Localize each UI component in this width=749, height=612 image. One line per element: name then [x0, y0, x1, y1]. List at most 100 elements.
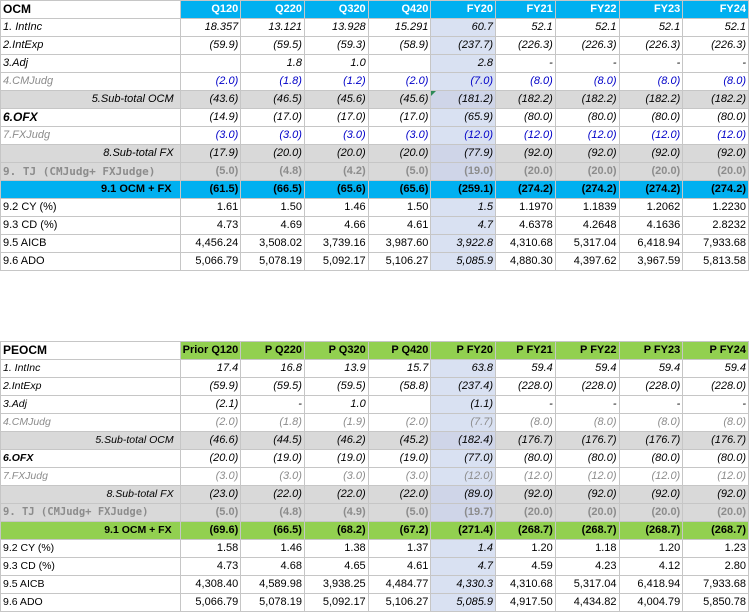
- row-label-cell[interactable]: 9.5 AICB: [0, 234, 181, 253]
- data-cell[interactable]: (17.0): [303, 108, 369, 127]
- data-cell[interactable]: (66.5): [240, 180, 305, 199]
- data-cell[interactable]: 52.1: [554, 18, 620, 37]
- data-cell[interactable]: (19.0): [367, 449, 432, 468]
- data-cell[interactable]: 4.59: [495, 557, 556, 576]
- data-cell[interactable]: (3.0): [367, 467, 432, 486]
- data-cell[interactable]: 5,106.27: [367, 593, 432, 612]
- data-cell[interactable]: (274.2): [495, 180, 556, 199]
- data-cell[interactable]: 3,938.25: [303, 575, 369, 594]
- data-cell[interactable]: (228.0): [682, 377, 749, 396]
- data-cell[interactable]: 1.38: [303, 539, 369, 558]
- data-cell[interactable]: 4.68: [240, 557, 305, 576]
- data-cell[interactable]: (2.0): [367, 72, 432, 91]
- data-cell[interactable]: 1.0: [303, 54, 369, 73]
- data-cell[interactable]: 1.61: [179, 198, 242, 217]
- data-cell[interactable]: (44.5): [240, 431, 305, 450]
- data-cell[interactable]: 4,917.50: [495, 593, 556, 612]
- data-cell[interactable]: 4,004.79: [618, 593, 684, 612]
- data-cell[interactable]: (89.0): [430, 485, 497, 504]
- data-cell[interactable]: (66.5): [240, 521, 305, 540]
- data-cell[interactable]: (17.0): [240, 108, 305, 127]
- row-label-cell[interactable]: 9.5 AICB: [0, 575, 181, 594]
- data-cell[interactable]: 1.37: [367, 539, 432, 558]
- row-label-cell[interactable]: 7.FXJudg: [0, 126, 181, 145]
- data-cell[interactable]: (2.1): [179, 395, 242, 414]
- data-cell[interactable]: (20.0): [495, 162, 556, 181]
- data-cell[interactable]: (226.3): [554, 36, 620, 55]
- data-cell[interactable]: 1.2062: [618, 198, 684, 217]
- row-label-cell[interactable]: 5.Sub-total OCM: [0, 90, 181, 109]
- data-cell[interactable]: (1.2): [303, 72, 369, 91]
- data-cell[interactable]: 1.18: [554, 539, 620, 558]
- data-cell[interactable]: 18.357: [179, 18, 242, 37]
- data-cell[interactable]: (7.7): [430, 413, 497, 432]
- data-cell[interactable]: (45.2): [367, 431, 432, 450]
- data-cell[interactable]: (2.0): [367, 413, 432, 432]
- row-label-cell[interactable]: 9. TJ (CMJudg+ FXJudge): [0, 503, 181, 522]
- data-cell[interactable]: (65.6): [303, 180, 369, 199]
- row-label-cell[interactable]: 3.Adj: [0, 395, 181, 414]
- data-cell[interactable]: (8.0): [618, 413, 684, 432]
- data-cell[interactable]: -: [495, 395, 556, 414]
- row-label-cell[interactable]: 6.OFX: [0, 108, 181, 127]
- data-cell[interactable]: 4.23: [554, 557, 620, 576]
- data-cell[interactable]: (8.0): [554, 413, 620, 432]
- column-header[interactable]: Prior Q120: [179, 341, 242, 360]
- data-cell[interactable]: -: [682, 54, 749, 73]
- data-cell[interactable]: (8.0): [682, 72, 749, 91]
- data-cell[interactable]: 6,418.94: [618, 575, 684, 594]
- data-cell[interactable]: 1.23: [682, 539, 749, 558]
- data-cell[interactable]: (237.4): [430, 377, 497, 396]
- data-cell[interactable]: 4,434.82: [554, 593, 620, 612]
- data-cell[interactable]: (65.6): [367, 180, 432, 199]
- data-cell[interactable]: (268.7): [618, 521, 684, 540]
- data-cell[interactable]: (12.0): [554, 126, 620, 145]
- data-cell[interactable]: (12.0): [682, 126, 749, 145]
- row-label-cell[interactable]: 9.3 CD (%): [0, 557, 181, 576]
- data-cell[interactable]: (69.6): [179, 521, 242, 540]
- data-cell[interactable]: (17.9): [179, 144, 242, 163]
- column-header[interactable]: P Q420: [367, 341, 432, 360]
- data-cell[interactable]: (3.0): [240, 467, 305, 486]
- row-label-cell[interactable]: 4.CMJudg: [0, 72, 181, 91]
- column-header[interactable]: P FY20: [430, 341, 497, 360]
- data-cell[interactable]: (274.2): [618, 180, 684, 199]
- data-cell[interactable]: (2.0): [179, 72, 242, 91]
- data-cell[interactable]: 4,397.62: [554, 252, 620, 271]
- data-cell[interactable]: 2.80: [682, 557, 749, 576]
- data-cell[interactable]: 63.8: [430, 359, 497, 378]
- data-cell[interactable]: 59.4: [618, 359, 684, 378]
- data-cell[interactable]: (43.6): [179, 90, 242, 109]
- data-cell[interactable]: (12.0): [618, 126, 684, 145]
- data-cell[interactable]: 4.66: [303, 216, 369, 235]
- data-cell[interactable]: (1.9): [303, 413, 369, 432]
- data-cell[interactable]: (22.0): [303, 485, 369, 504]
- data-cell[interactable]: (92.0): [495, 485, 556, 504]
- data-cell[interactable]: (182.4): [430, 431, 497, 450]
- row-label-cell[interactable]: 9.1 OCM + FX: [0, 521, 181, 540]
- data-cell[interactable]: -: [618, 54, 684, 73]
- data-cell[interactable]: (5.0): [179, 503, 242, 522]
- data-cell[interactable]: (92.0): [495, 144, 556, 163]
- data-cell[interactable]: (20.0): [618, 503, 684, 522]
- column-header[interactable]: P FY21: [495, 341, 556, 360]
- data-cell[interactable]: (3.0): [179, 126, 242, 145]
- data-cell[interactable]: (237.7): [430, 36, 497, 55]
- data-cell[interactable]: (8.0): [495, 72, 556, 91]
- row-label-cell[interactable]: 5.Sub-total OCM: [0, 431, 181, 450]
- data-cell[interactable]: 59.4: [682, 359, 749, 378]
- data-cell[interactable]: (228.0): [554, 377, 620, 396]
- column-header[interactable]: Q320: [303, 0, 369, 19]
- data-cell[interactable]: (59.5): [240, 36, 305, 55]
- data-cell[interactable]: (19.7): [430, 503, 497, 522]
- data-cell[interactable]: 1.46: [240, 539, 305, 558]
- data-cell[interactable]: 4.65: [303, 557, 369, 576]
- column-header[interactable]: FY20: [430, 0, 497, 19]
- data-cell[interactable]: (45.6): [303, 90, 369, 109]
- data-cell[interactable]: 4,456.24: [179, 234, 242, 253]
- data-cell[interactable]: -: [618, 395, 684, 414]
- data-cell[interactable]: 4.61: [367, 557, 432, 576]
- data-cell[interactable]: 5,092.17: [303, 252, 369, 271]
- data-cell[interactable]: (8.0): [682, 413, 749, 432]
- data-cell[interactable]: (17.0): [367, 108, 432, 127]
